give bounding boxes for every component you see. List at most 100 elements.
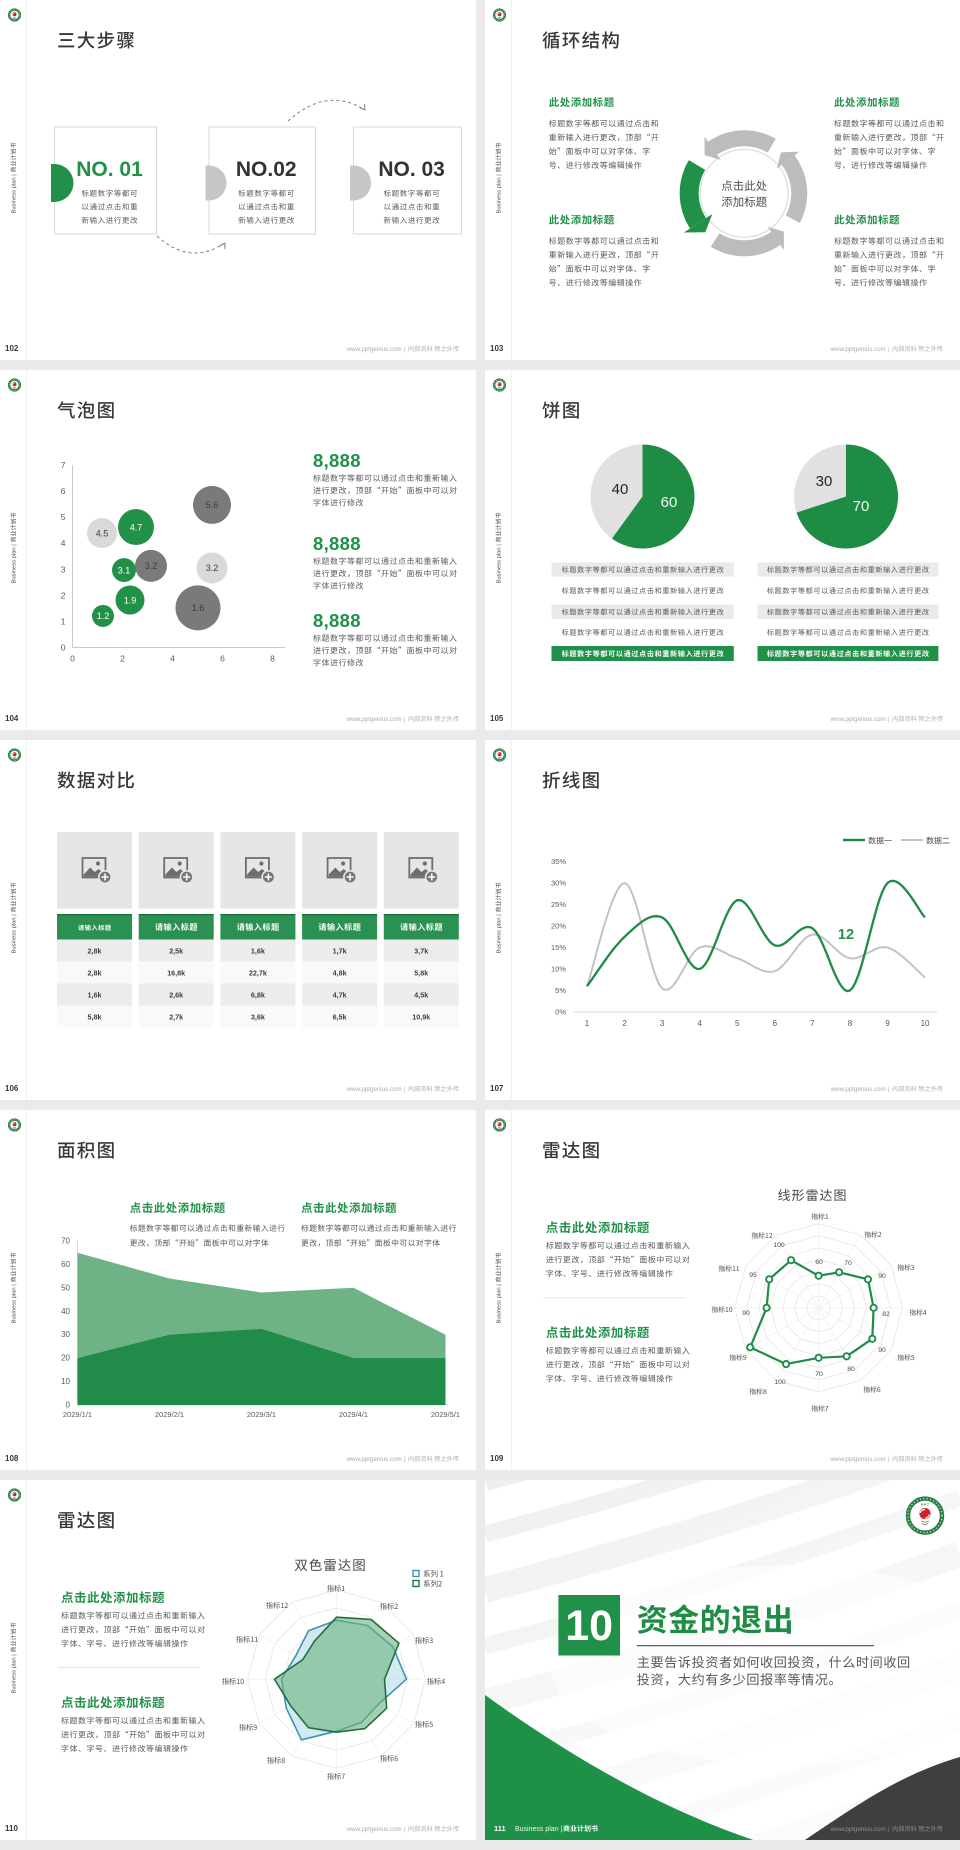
svg-text:90: 90 — [742, 1310, 750, 1317]
svg-text:www.pptgenius.com |: www.pptgenius.com | — [346, 1826, 406, 1833]
svg-text:30%: 30% — [551, 879, 566, 888]
svg-text:109: 109 — [490, 1454, 504, 1463]
svg-text:7: 7 — [61, 460, 66, 470]
svg-text:10: 10 — [921, 1019, 930, 1028]
svg-text:12: 12 — [838, 927, 854, 943]
svg-text:2,7k: 2,7k — [169, 1013, 183, 1022]
svg-text:5,8k: 5,8k — [414, 969, 428, 978]
svg-text:6,8k: 6,8k — [251, 991, 265, 1000]
svg-text:82: 82 — [882, 1311, 890, 1318]
svg-text:10: 10 — [61, 1377, 70, 1386]
svg-text:Business plan |: Business plan | — [497, 174, 503, 213]
svg-text:1,6k: 1,6k — [251, 947, 265, 956]
svg-text:2,6k: 2,6k — [169, 991, 183, 1000]
svg-text:102: 102 — [5, 344, 19, 353]
svg-text:22,7k: 22,7k — [249, 969, 267, 978]
svg-text:2: 2 — [622, 1019, 627, 1028]
svg-text:1.6: 1.6 — [192, 603, 205, 613]
svg-text:6,5k: 6,5k — [333, 1013, 347, 1022]
svg-text:10%: 10% — [551, 965, 566, 974]
svg-text:70: 70 — [853, 498, 870, 515]
svg-text:5: 5 — [61, 512, 66, 522]
svg-text:1.2: 1.2 — [97, 611, 110, 621]
svg-text:1,6k: 1,6k — [88, 991, 102, 1000]
svg-text:70: 70 — [844, 1260, 852, 1267]
svg-text:0: 0 — [61, 643, 66, 653]
svg-text:15%: 15% — [551, 943, 566, 952]
svg-text:Business plan |: Business plan | — [497, 1284, 503, 1323]
svg-text:3.2: 3.2 — [145, 561, 158, 571]
svg-text:110: 110 — [5, 1824, 18, 1833]
svg-text:1: 1 — [61, 616, 66, 626]
svg-text:3: 3 — [61, 564, 66, 574]
svg-text:1,7k: 1,7k — [333, 947, 347, 956]
svg-text:NO. 01: NO. 01 — [76, 158, 143, 181]
svg-text:108: 108 — [5, 1454, 19, 1463]
svg-text:1: 1 — [585, 1019, 590, 1028]
svg-text:www.pptgenius.com |: www.pptgenius.com | — [830, 346, 890, 353]
svg-text:20: 20 — [61, 1354, 70, 1363]
svg-text:www.pptgenius.com |: www.pptgenius.com | — [830, 1826, 890, 1833]
svg-text:6: 6 — [773, 1019, 778, 1028]
svg-text:2029/5/1: 2029/5/1 — [431, 1410, 460, 1419]
svg-text:4: 4 — [61, 538, 66, 548]
svg-text:90: 90 — [878, 1273, 886, 1280]
svg-text:4,7k: 4,7k — [333, 991, 347, 1000]
svg-text:5: 5 — [735, 1019, 740, 1028]
svg-text:P P T: P P T — [921, 1503, 929, 1507]
svg-text:107: 107 — [490, 1084, 504, 1093]
svg-text:103: 103 — [490, 344, 504, 353]
svg-text:www.pptgenius.com |: www.pptgenius.com | — [346, 1456, 406, 1463]
svg-text:10: 10 — [565, 1602, 613, 1650]
svg-text:40: 40 — [61, 1307, 70, 1316]
svg-text:4.5: 4.5 — [96, 528, 109, 538]
svg-text:2: 2 — [120, 654, 125, 664]
svg-text:2029/3/1: 2029/3/1 — [247, 1410, 276, 1419]
svg-text:100: 100 — [773, 1242, 785, 1249]
svg-text:30: 30 — [61, 1330, 70, 1339]
svg-text:0%: 0% — [555, 1008, 566, 1017]
svg-text:www.pptgenius.com |: www.pptgenius.com | — [346, 346, 406, 353]
svg-text:Business plan |: Business plan | — [12, 174, 18, 213]
svg-text:8,888: 8,888 — [313, 450, 361, 471]
svg-text:Business plan |: Business plan | — [497, 914, 503, 953]
svg-text:6: 6 — [61, 486, 66, 496]
svg-text:95: 95 — [749, 1272, 757, 1279]
svg-text:80: 80 — [847, 1366, 855, 1373]
svg-text:10,9k: 10,9k — [412, 1013, 430, 1022]
svg-text:30: 30 — [816, 473, 833, 490]
svg-text:Business plan |: Business plan | — [515, 1826, 563, 1833]
svg-text:Business plan |: Business plan | — [12, 914, 18, 953]
svg-text:Business plan |: Business plan | — [497, 544, 503, 583]
svg-text:7: 7 — [810, 1019, 815, 1028]
svg-text:20%: 20% — [551, 922, 566, 931]
svg-text:2,5k: 2,5k — [169, 947, 183, 956]
svg-text:3.2: 3.2 — [206, 563, 219, 573]
svg-text:40: 40 — [612, 481, 629, 498]
svg-text:70: 70 — [815, 1371, 823, 1378]
svg-text:NO.02: NO.02 — [236, 158, 297, 181]
svg-text:104: 104 — [5, 714, 19, 723]
svg-text:60: 60 — [815, 1259, 823, 1266]
svg-text:2029/2/1: 2029/2/1 — [155, 1410, 184, 1419]
svg-text:60: 60 — [661, 494, 678, 511]
svg-text:16,8k: 16,8k — [167, 969, 185, 978]
svg-text:4,5k: 4,5k — [414, 991, 428, 1000]
svg-text:3: 3 — [660, 1019, 665, 1028]
svg-text:4.7: 4.7 — [130, 522, 143, 532]
svg-text:www.pptgenius.com |: www.pptgenius.com | — [830, 1086, 890, 1093]
svg-text:3,7k: 3,7k — [414, 947, 428, 956]
svg-text:8: 8 — [848, 1019, 853, 1028]
svg-text:3,6k: 3,6k — [251, 1013, 265, 1022]
svg-text:8: 8 — [270, 654, 275, 664]
svg-text:2: 2 — [61, 590, 66, 600]
svg-text:Business plan |: Business plan | — [12, 1654, 18, 1693]
svg-text:90: 90 — [878, 1347, 886, 1354]
svg-text:35%: 35% — [551, 857, 566, 866]
svg-text:106: 106 — [5, 1084, 19, 1093]
svg-text:NO. 03: NO. 03 — [378, 158, 445, 181]
svg-text:25%: 25% — [551, 900, 566, 909]
svg-text:Business plan |: Business plan | — [12, 1284, 18, 1323]
svg-text:2,8k: 2,8k — [88, 947, 102, 956]
svg-text:5,8k: 5,8k — [88, 1013, 102, 1022]
